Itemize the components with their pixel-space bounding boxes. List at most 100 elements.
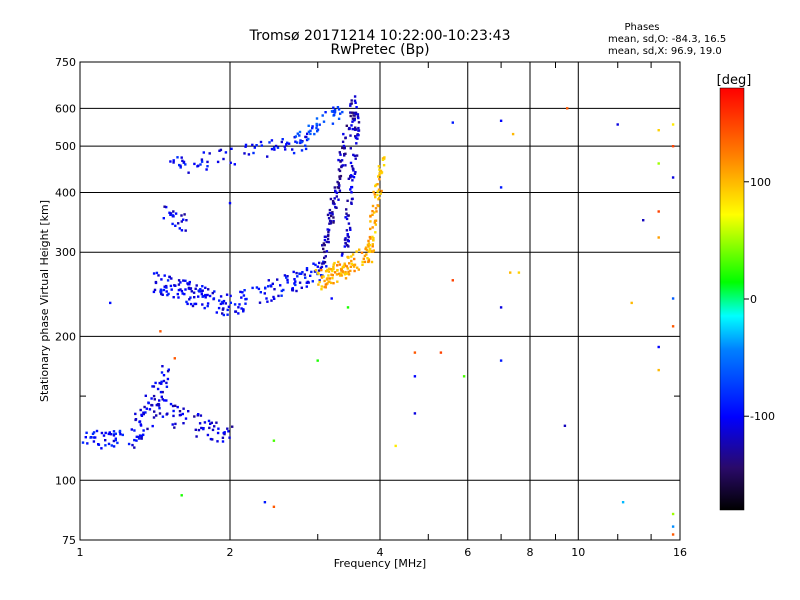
echo-point	[332, 263, 335, 266]
echo-point	[205, 168, 208, 171]
echo-point	[305, 267, 309, 270]
echo-point	[374, 231, 377, 234]
echo-point	[182, 422, 185, 425]
isolated-echo-point	[499, 359, 503, 362]
echo-point	[139, 408, 142, 412]
echo-point	[266, 155, 269, 158]
echo-point	[383, 157, 386, 160]
echo-point	[329, 197, 333, 201]
echo-point	[104, 444, 107, 447]
echo-point	[328, 212, 332, 215]
echo-point	[286, 275, 289, 278]
echo-point	[328, 277, 331, 280]
echo-point	[322, 262, 325, 265]
echo-point	[139, 424, 143, 427]
echo-point	[85, 431, 88, 434]
echo-point	[243, 152, 246, 155]
echo-point	[318, 280, 321, 284]
echo-point	[330, 273, 333, 276]
echo-point	[242, 294, 246, 297]
echo-point	[161, 365, 164, 368]
echo-point	[378, 171, 381, 175]
chart-subtitle: RwPretec (Bp)	[330, 42, 429, 58]
echo-point	[193, 296, 196, 299]
echo-point	[377, 204, 380, 208]
echo-point	[336, 269, 339, 272]
isolated-echo-point	[517, 271, 521, 274]
echo-point	[318, 261, 321, 265]
isolated-echo-point	[413, 351, 417, 354]
echo-point	[345, 217, 349, 221]
echo-point	[315, 126, 318, 130]
echo-point	[114, 438, 117, 442]
echo-point	[351, 175, 354, 178]
y-axis-label: Stationary phase Virtual Height [km]	[38, 200, 51, 402]
echo-point	[304, 276, 307, 279]
echo-point	[299, 139, 302, 142]
echo-point	[226, 313, 229, 316]
echo-point	[221, 300, 224, 304]
echo-point	[341, 146, 344, 150]
echo-point	[315, 117, 319, 120]
echo-point	[331, 200, 335, 203]
echo-point	[228, 436, 231, 439]
echo-point	[210, 421, 213, 424]
echo-point	[189, 302, 193, 306]
x-tick-label: 16	[673, 546, 687, 559]
isolated-echo-point	[439, 351, 443, 354]
echo-point	[172, 161, 175, 164]
echo-point	[341, 270, 344, 273]
echo-point	[216, 160, 220, 164]
echo-point	[348, 226, 352, 230]
echo-point	[333, 261, 336, 265]
echo-point	[329, 222, 333, 225]
echo-point	[328, 208, 332, 212]
echo-point	[144, 394, 147, 397]
echo-point	[327, 274, 330, 277]
echo-point	[197, 413, 200, 416]
echo-point	[201, 285, 204, 288]
echo-point	[264, 286, 267, 289]
echo-point	[286, 141, 289, 144]
echo-point	[307, 130, 311, 133]
echo-point	[329, 281, 333, 285]
echo-point	[343, 273, 347, 276]
echo-point	[157, 274, 160, 277]
echo-point	[347, 235, 350, 239]
isolated-echo-point	[671, 325, 675, 328]
echo-point	[294, 135, 298, 138]
echo-point	[381, 157, 385, 160]
echo-point	[165, 381, 168, 385]
echo-point	[190, 290, 193, 293]
echo-point	[209, 422, 212, 425]
echo-point	[322, 275, 325, 278]
echo-point	[168, 275, 171, 279]
echo-point	[227, 430, 230, 433]
echo-point	[224, 302, 227, 305]
echo-point	[364, 247, 367, 251]
echo-point	[138, 434, 142, 437]
echo-point	[155, 414, 158, 417]
echo-point	[342, 264, 345, 267]
echo-point	[346, 244, 349, 247]
echo-point	[265, 297, 268, 300]
isolated-echo-point	[346, 306, 350, 309]
echo-point	[211, 428, 215, 432]
echo-point	[300, 286, 303, 289]
echo-point	[209, 437, 213, 441]
echo-point	[165, 399, 168, 402]
echo-point	[339, 159, 342, 163]
echo-point	[310, 270, 313, 274]
echo-point	[159, 390, 163, 394]
echo-point	[370, 260, 374, 264]
echo-point	[326, 213, 330, 217]
echo-point	[381, 158, 385, 161]
echo-point	[368, 235, 372, 239]
echo-point	[333, 108, 337, 112]
isolated-echo-point	[173, 357, 176, 360]
echo-point	[371, 245, 374, 248]
echo-point	[374, 223, 377, 226]
echo-point	[273, 297, 276, 300]
echo-point	[326, 228, 329, 231]
echo-point	[316, 271, 320, 275]
